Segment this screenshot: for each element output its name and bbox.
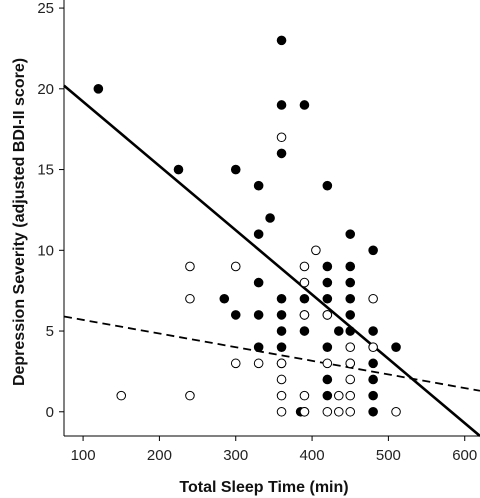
open-point: [230, 261, 241, 272]
open-point: [368, 342, 378, 352]
y-tick-label: 10: [37, 242, 54, 259]
open-point: [311, 245, 321, 256]
filled-point: [345, 310, 356, 320]
open-point: [185, 293, 195, 304]
filled-point: [230, 164, 241, 175]
filled-point: [368, 358, 378, 369]
open-point: [368, 293, 378, 304]
filled-point: [253, 180, 264, 191]
filled-point: [93, 84, 104, 94]
open-point: [333, 406, 344, 417]
open-point: [345, 406, 356, 417]
filled-point: [368, 374, 378, 385]
filled-point: [253, 277, 264, 288]
filled-point: [230, 310, 241, 320]
dashed-fit-line: [63, 315, 480, 392]
open-point: [345, 342, 356, 352]
solid-fit-line: [63, 84, 480, 437]
filled-point: [253, 310, 264, 320]
x-tick-label: 600: [452, 447, 477, 464]
filled-point: [322, 293, 333, 304]
y-tick-label: 25: [37, 0, 54, 17]
y-axis-title: Depression Severity (adjusted BDI-II sco…: [11, 58, 28, 386]
filled-point: [345, 293, 356, 304]
open-point: [116, 390, 127, 401]
filled-point: [276, 100, 287, 110]
filled-point: [253, 229, 264, 239]
filled-point: [368, 245, 378, 256]
filled-point: [345, 326, 356, 336]
open-point: [299, 310, 310, 320]
open-point: [276, 132, 287, 143]
filled-point: [299, 293, 310, 304]
fit-lines: [63, 84, 480, 437]
open-point: [299, 261, 310, 272]
y-tick-label: 5: [46, 323, 54, 340]
open-point: [299, 277, 310, 288]
filled-point: [219, 293, 230, 304]
filled-point: [368, 390, 378, 401]
open-point: [276, 374, 287, 385]
filled-point: [276, 310, 287, 320]
filled-point: [299, 326, 310, 336]
open-point: [322, 406, 333, 417]
filled-point: [322, 180, 333, 191]
open-point: [299, 406, 310, 417]
open-point: [345, 358, 356, 369]
open-point: [230, 358, 241, 369]
filled-point: [265, 213, 275, 223]
open-point: [333, 390, 344, 401]
filled-point: [322, 261, 333, 272]
filled-point: [253, 342, 264, 352]
open-point: [276, 358, 287, 369]
open-point: [253, 358, 264, 369]
filled-point: [345, 261, 356, 272]
filled-point: [322, 374, 333, 385]
y-tick-label: 15: [37, 162, 54, 179]
x-tick-label: 500: [376, 447, 401, 464]
filled-point: [368, 406, 378, 417]
filled-point: [173, 164, 184, 175]
x-tick-label: 200: [147, 447, 172, 464]
filled-point: [299, 100, 310, 110]
x-tick-label: 300: [223, 447, 248, 464]
y-tick-label: 0: [46, 404, 54, 421]
filled-point: [368, 326, 378, 336]
filled-point: [345, 229, 356, 239]
open-point: [276, 390, 287, 401]
open-point: [185, 261, 195, 272]
data-points: [93, 35, 401, 417]
filled-point: [276, 148, 287, 159]
tick-labels: 100 200 300 400 500 600 0 5 10 15 20 25: [37, 0, 477, 464]
x-axis-title: Total Sleep Time (min): [179, 479, 348, 496]
open-point: [185, 390, 195, 401]
filled-point: [276, 293, 287, 304]
x-tick-label: 100: [71, 447, 96, 464]
filled-point: [276, 326, 287, 336]
open-point: [299, 390, 310, 401]
open-point: [345, 390, 356, 401]
filled-point: [391, 342, 401, 352]
open-point: [322, 310, 333, 320]
open-point: [276, 406, 287, 417]
filled-point: [276, 35, 287, 46]
axes: [59, 0, 480, 441]
y-tick-label: 20: [37, 81, 54, 98]
filled-point: [333, 326, 344, 336]
open-point: [322, 358, 333, 369]
filled-point: [345, 277, 356, 288]
filled-point: [322, 277, 333, 288]
filled-point: [322, 390, 333, 401]
open-point: [391, 406, 401, 417]
x-tick-label: 400: [300, 447, 325, 464]
filled-point: [322, 342, 333, 352]
filled-point: [276, 342, 287, 352]
open-point: [345, 374, 356, 385]
